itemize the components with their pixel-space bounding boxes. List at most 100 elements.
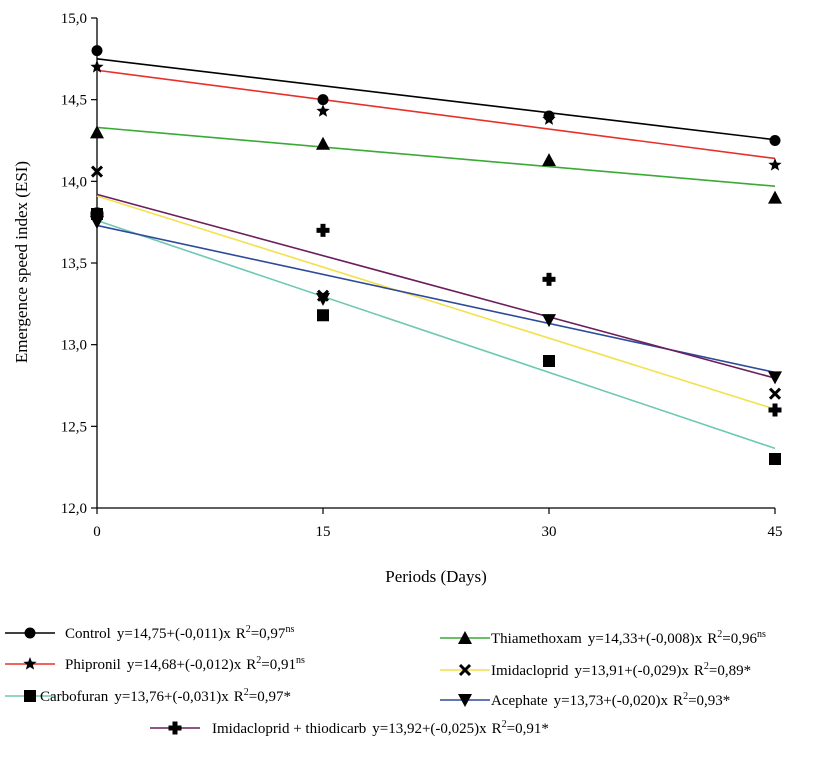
legend-marker (23, 657, 37, 670)
y-tick-label: 13,5 (61, 256, 87, 272)
legend-r2-prefix: R (492, 721, 502, 737)
legend-series-name: Imidacloprid (491, 663, 569, 679)
x-axis: 0 15 30 45 (93, 507, 783, 540)
cross-bar (168, 725, 182, 731)
fit-line-4 (96, 195, 776, 410)
y-axis: 12,0 12,5 13,0 13,5 14,0 14,5 15,0 (61, 11, 98, 517)
fit-line-0 (96, 58, 776, 141)
legend-equation: y=13,76+(-0,031)x (114, 689, 229, 705)
legend-label: Carbofuran y=13,76+(-0,031)x R2=0,97* (40, 687, 291, 705)
legend-series-name: Acephate (491, 693, 548, 709)
legend-r2-prefix: R (246, 657, 256, 673)
legend-item: Imidacloprid + thiodicarb y=13,92+(-0,025… (150, 719, 549, 737)
fit-line-2 (96, 219, 776, 450)
x-stroke (768, 387, 782, 400)
legend-marker (168, 721, 182, 735)
x-tick-label: 45 (768, 524, 783, 540)
legend-equation: y=13,92+(-0,025)x (372, 721, 487, 737)
data-point (90, 125, 104, 139)
legend-marker (458, 631, 472, 644)
data-point (768, 190, 782, 204)
legend-item: Imidacloprid y=13,91+(-0,029)x R2=0,89* (440, 661, 751, 679)
x-tick-label: 15 (316, 524, 331, 540)
legend-item: Acephate y=13,73+(-0,020)x R2=0,93* (440, 691, 730, 709)
legend-item: Phipronil y=14,68+(-0,012)x R2=0,91ns (5, 655, 305, 673)
legend-r2-exponent: 2 (244, 687, 249, 698)
data-point (316, 292, 330, 306)
legend-significance: ns (296, 655, 305, 666)
y-tick-label: 14,0 (61, 174, 87, 190)
legend-label: Imidacloprid + thiodicarb y=13,92+(-0,025… (212, 719, 549, 737)
cross-bar (542, 276, 556, 282)
legend-label: Imidacloprid y=13,91+(-0,029)x R2=0,89* (491, 661, 751, 679)
legend-marker (24, 627, 36, 639)
legend-marker (24, 690, 36, 702)
data-point (768, 371, 782, 385)
data-markers (90, 45, 782, 465)
legend-significance: ns (285, 624, 294, 635)
legend-series-name: Control (65, 626, 111, 642)
legend-r2-exponent: 2 (683, 691, 688, 702)
y-tick-label: 12,0 (61, 501, 87, 517)
legend-r2-exponent: 2 (502, 719, 507, 730)
legend-r2-value: =0,89* (709, 663, 751, 679)
legend-r2-value: =0,93* (688, 693, 730, 709)
legend-item: Thiamethoxam y=14,33+(-0,008)x R2=0,96ns (440, 629, 766, 647)
data-point (317, 94, 329, 106)
legend-r2-value: =0,97 (251, 626, 286, 642)
cross-bar (316, 227, 330, 233)
legend-r2-prefix: R (234, 689, 244, 705)
data-point (316, 104, 330, 117)
legend-significance: ns (757, 629, 766, 640)
x-stroke (458, 663, 472, 677)
data-point (316, 223, 330, 237)
fit-line-1 (96, 69, 776, 160)
y-tick-label: 15,0 (61, 11, 87, 27)
legend-label: Control y=14,75+(-0,011)x R2=0,97ns (65, 624, 294, 642)
data-point (769, 135, 781, 146)
legend-item: Control y=14,75+(-0,011)x R2=0,97ns (5, 624, 294, 642)
x-axis-title: Periods (Days) (385, 567, 487, 586)
legend-equation: y=13,73+(-0,020)x (554, 693, 669, 709)
y-tick-label: 14,5 (61, 93, 87, 109)
legend-r2-prefix: R (694, 663, 704, 679)
y-axis-title: Emergence speed index (ESI) (12, 161, 31, 363)
legend-label: Thiamethoxam y=14,33+(-0,008)x R2=0,96ns (491, 629, 766, 647)
legend-equation: y=14,68+(-0,012)x (127, 657, 242, 673)
legend-series-name: Phipronil (65, 657, 121, 673)
legend-marker (458, 694, 472, 707)
legend-item: Carbofuran y=13,76+(-0,031)x R2=0,97* (5, 687, 291, 705)
cross-bar (90, 211, 104, 217)
legend-r2-exponent: 2 (717, 629, 722, 640)
data-point (769, 453, 781, 465)
data-point (317, 309, 329, 322)
x-tick-label: 0 (93, 524, 101, 540)
legend-series-name: Thiamethoxam (491, 631, 582, 647)
legend: Control y=14,75+(-0,011)x R2=0,97nsPhipron… (5, 624, 766, 737)
data-point (91, 45, 103, 57)
fit-line-3 (96, 126, 776, 188)
data-point (90, 207, 104, 221)
legend-equation: y=14,75+(-0,011)x (117, 626, 231, 642)
x-stroke (542, 354, 556, 368)
data-point (768, 387, 782, 400)
data-point (542, 354, 556, 368)
data-point (90, 165, 104, 178)
legend-r2-exponent: 2 (256, 655, 261, 666)
data-point (316, 136, 330, 150)
data-point (90, 60, 104, 73)
data-point (768, 403, 782, 417)
legend-marker (458, 663, 472, 677)
legend-r2-value: =0,97* (249, 689, 291, 705)
fit-line-6 (96, 193, 776, 379)
data-point (542, 272, 556, 286)
data-point (542, 112, 556, 125)
data-point (768, 158, 782, 171)
legend-r2-prefix: R (236, 626, 246, 642)
legend-label: Phipronil y=14,68+(-0,012)x R2=0,91ns (65, 655, 305, 673)
data-point (542, 153, 556, 167)
legend-r2-value: =0,96 (722, 631, 757, 647)
legend-equation: y=13,91+(-0,029)x (574, 663, 689, 679)
cross-bar (768, 407, 782, 413)
